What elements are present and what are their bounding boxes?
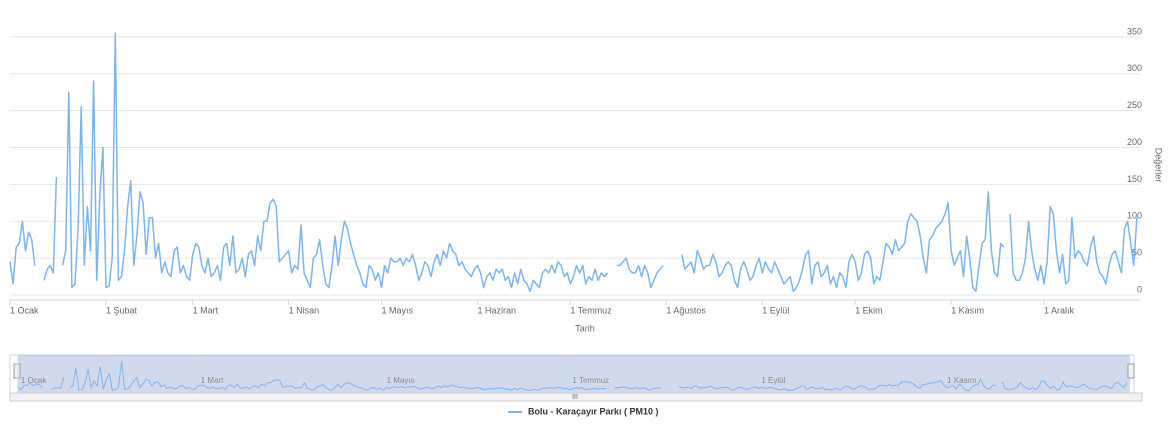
x-tick-label: 1 Nisan <box>289 305 320 315</box>
x-tick-label: 1 Mayıs <box>382 305 414 315</box>
y-axis-title: Değerler <box>1154 148 1164 183</box>
y-tick-label: 0 <box>1137 284 1142 294</box>
x-tick-label: 1 Ocak <box>10 305 39 315</box>
y-tick-label: 200 <box>1127 137 1142 147</box>
x-tick-label: 1 Ekim <box>855 305 883 315</box>
x-tick-label: 1 Eylül <box>762 305 789 315</box>
x-tick-label: 1 Aralık <box>1044 305 1075 315</box>
y-tick-label: 250 <box>1127 100 1142 110</box>
x-tick-label: 1 Ağustos <box>666 305 706 315</box>
series-line <box>9 32 1138 293</box>
x-tick-label: 1 Kasım <box>951 305 984 315</box>
legend-label[interactable]: Bolu - Karaçayır Parkı ( PM10 ) <box>528 406 659 416</box>
navigator-handle[interactable] <box>13 363 21 379</box>
navigator-label: 1 Mart <box>201 376 224 385</box>
y-tick-label: 100 <box>1127 211 1142 221</box>
x-tick-label: 1 Temmuz <box>570 305 612 315</box>
navigator-handle[interactable] <box>1127 363 1135 379</box>
x-tick-label: 1 Haziran <box>477 305 516 315</box>
x-tick-label: 1 Şubat <box>106 305 138 315</box>
x-tick-label: 1 Mart <box>193 305 219 315</box>
navigator-label: 1 Temmuz <box>572 376 609 385</box>
y-tick-label: 50 <box>1132 248 1142 258</box>
navigator-label: 1 Ocak <box>21 376 47 385</box>
navigator-label: 1 Eylül <box>761 376 785 385</box>
navigator-line <box>17 360 1128 392</box>
scrollbar-grip: III <box>572 394 578 401</box>
navigator-label: 1 Kasım <box>947 376 977 385</box>
navigator-label: 1 Mayıs <box>387 376 415 385</box>
y-tick-label: 300 <box>1127 63 1142 73</box>
scrollbar[interactable] <box>9 392 1143 402</box>
y-tick-label: 350 <box>1127 26 1142 36</box>
x-axis-title: Tarih <box>575 323 595 333</box>
y-tick-label: 150 <box>1127 174 1142 184</box>
